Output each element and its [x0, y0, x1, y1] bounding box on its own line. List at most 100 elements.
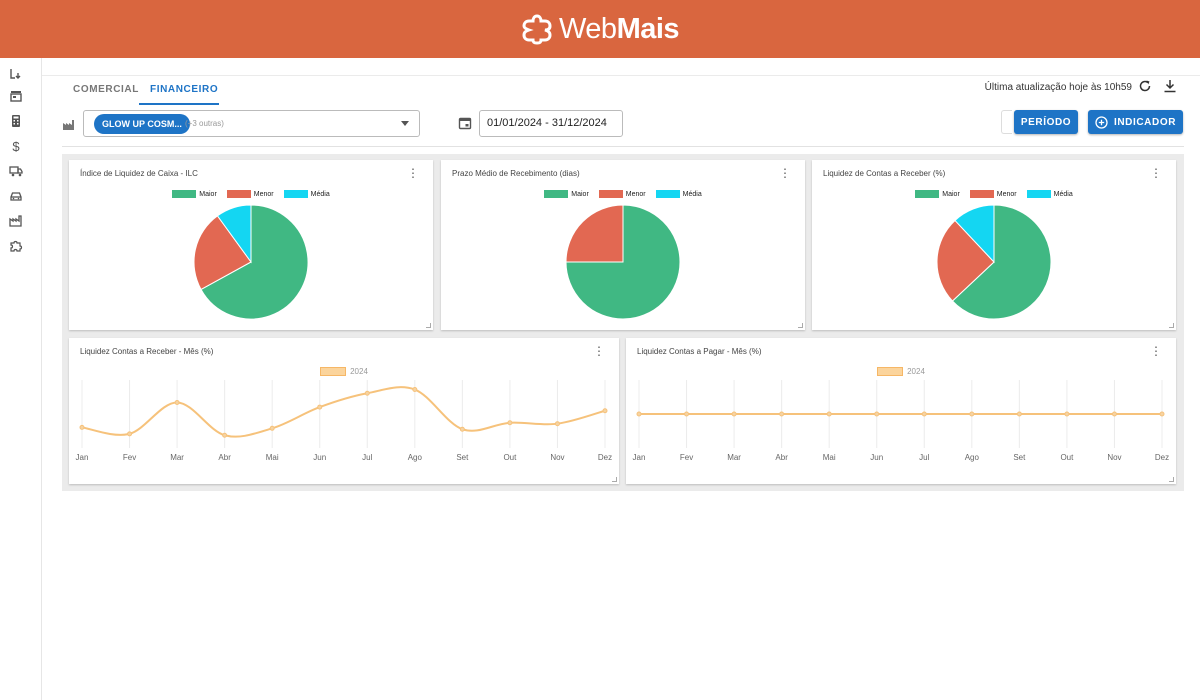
legend-item-media[interactable]: Média	[283, 190, 330, 198]
more-vert-icon[interactable]: ⋮	[779, 166, 791, 180]
truck-icon[interactable]	[8, 163, 24, 179]
x-tick-label: Dez	[1155, 453, 1169, 462]
pie-slice-menor[interactable]	[565, 204, 624, 263]
pie-slice-maior[interactable]	[200, 204, 309, 320]
x-tick-label: Jun	[870, 453, 883, 462]
pie-slice-media[interactable]	[216, 204, 252, 264]
more-vert-icon[interactable]: ⋮	[1150, 166, 1162, 180]
data-point[interactable]	[507, 420, 513, 426]
pie-legend: Maior Menor Média	[812, 190, 1176, 198]
data-point[interactable]	[1111, 411, 1117, 417]
more-vert-icon[interactable]: ⋮	[407, 166, 419, 180]
puzzle-icon[interactable]	[8, 238, 24, 254]
car-icon[interactable]	[8, 188, 24, 204]
resize-handle[interactable]	[426, 323, 431, 328]
data-point[interactable]	[874, 411, 880, 417]
data-point[interactable]	[1016, 411, 1022, 417]
data-point[interactable]	[317, 404, 323, 410]
data-point[interactable]	[269, 425, 275, 431]
calculator-icon[interactable]	[8, 113, 24, 129]
data-point[interactable]	[1064, 411, 1070, 417]
legend-item-media[interactable]: Média	[1026, 190, 1073, 198]
refresh-icon[interactable]	[1135, 76, 1155, 96]
line-legend: 2024	[626, 367, 1176, 376]
data-point[interactable]	[602, 408, 608, 414]
data-point[interactable]	[731, 411, 737, 417]
inbox-download-icon[interactable]	[8, 66, 24, 82]
more-vert-icon[interactable]: ⋮	[1150, 344, 1162, 358]
data-point[interactable]	[79, 424, 85, 430]
card-title: Liquidez de Contas a Receber (%)	[823, 169, 946, 178]
data-point[interactable]	[174, 399, 180, 405]
data-point[interactable]	[779, 411, 785, 417]
download-icon[interactable]	[1160, 76, 1180, 96]
data-point[interactable]	[222, 432, 228, 438]
x-tick-label: Nov	[1107, 453, 1121, 462]
data-point[interactable]	[1159, 411, 1165, 417]
legend-item-menor[interactable]: Menor	[598, 190, 646, 198]
pie-slice-maior[interactable]	[951, 204, 1052, 320]
data-point[interactable]	[921, 411, 927, 417]
data-point[interactable]	[364, 390, 370, 396]
legend-label: Maior	[571, 190, 589, 198]
logo-text-bold: Mais	[616, 12, 680, 45]
legend-label: Menor	[625, 190, 646, 198]
series-line-2024[interactable]	[81, 386, 606, 438]
data-point[interactable]	[826, 411, 832, 417]
webmais-logo[interactable]: WebMais	[521, 12, 680, 46]
filter-row: GLOW UP COSM... (+3 outras) 01/01/2024 -…	[42, 110, 1200, 140]
company-chip[interactable]: GLOW UP COSM...	[94, 114, 190, 134]
store-icon[interactable]	[8, 88, 24, 104]
period-button[interactable]: PERÍODO	[1014, 110, 1078, 134]
legend-label: Média	[310, 190, 330, 198]
legend-item-media[interactable]: Média	[655, 190, 702, 198]
calendar-icon	[458, 116, 472, 130]
sidebar: $	[0, 58, 42, 700]
data-point[interactable]	[969, 411, 975, 417]
legend-item-maior[interactable]: Maior	[172, 190, 217, 198]
company-select[interactable]: GLOW UP COSM... (+3 outras)	[83, 110, 420, 137]
tab-financeiro[interactable]: FINANCEIRO	[150, 84, 219, 95]
resize-handle[interactable]	[1169, 323, 1174, 328]
x-tick-label: Mar	[170, 453, 184, 462]
dollar-icon[interactable]: $	[12, 138, 20, 154]
factory-icon[interactable]	[8, 213, 24, 229]
legend-item-menor[interactable]: Menor	[226, 190, 274, 198]
pie-chart	[565, 204, 681, 320]
resize-handle[interactable]	[612, 477, 617, 482]
resize-handle[interactable]	[798, 323, 803, 328]
data-point[interactable]	[684, 411, 690, 417]
legend-label: Menor	[996, 190, 1017, 198]
chevron-down-icon[interactable]	[401, 121, 409, 126]
legend-item-menor[interactable]: Menor	[969, 190, 1017, 198]
data-point[interactable]	[459, 426, 465, 432]
legend-item-maior[interactable]: Maior	[544, 190, 589, 198]
x-tick-label: Mar	[727, 453, 741, 462]
x-tick-label: Mai	[266, 453, 279, 462]
legend-swatch	[915, 190, 940, 198]
date-range-field[interactable]: 01/01/2024 - 31/12/2024	[479, 110, 623, 137]
data-point[interactable]	[127, 431, 133, 437]
pie-slice-menor[interactable]	[193, 215, 252, 291]
period-toggle-left[interactable]	[1001, 110, 1012, 134]
legend-swatch	[226, 190, 251, 198]
pie-slice-menor[interactable]	[936, 219, 995, 302]
line-chart: Jan Fev Mar Abr Mai Jun Jul Ago Set Out Nov Dez	[76, 380, 612, 462]
more-vert-icon[interactable]: ⋮	[593, 344, 605, 358]
line-legend: 2024	[69, 367, 619, 376]
legend-item-maior[interactable]: Maior	[915, 190, 960, 198]
pie-slice-maior[interactable]	[565, 204, 681, 320]
legend-label: Média	[1053, 190, 1073, 198]
data-point[interactable]	[554, 421, 560, 427]
data-point[interactable]	[636, 411, 642, 417]
data-point[interactable]	[412, 387, 418, 393]
resize-handle[interactable]	[1169, 477, 1174, 482]
add-indicator-button[interactable]: INDICADOR	[1088, 110, 1183, 134]
legend-series-label[interactable]: 2024	[907, 367, 925, 376]
legend-series-label[interactable]: 2024	[350, 367, 368, 376]
logo-text: WebMais	[559, 12, 680, 46]
x-tick-label: Set	[456, 453, 469, 462]
pie-slice-media[interactable]	[954, 204, 995, 264]
pie-legend: Maior Menor Média	[69, 190, 433, 198]
tab-comercial[interactable]: COMERCIAL	[73, 84, 139, 95]
